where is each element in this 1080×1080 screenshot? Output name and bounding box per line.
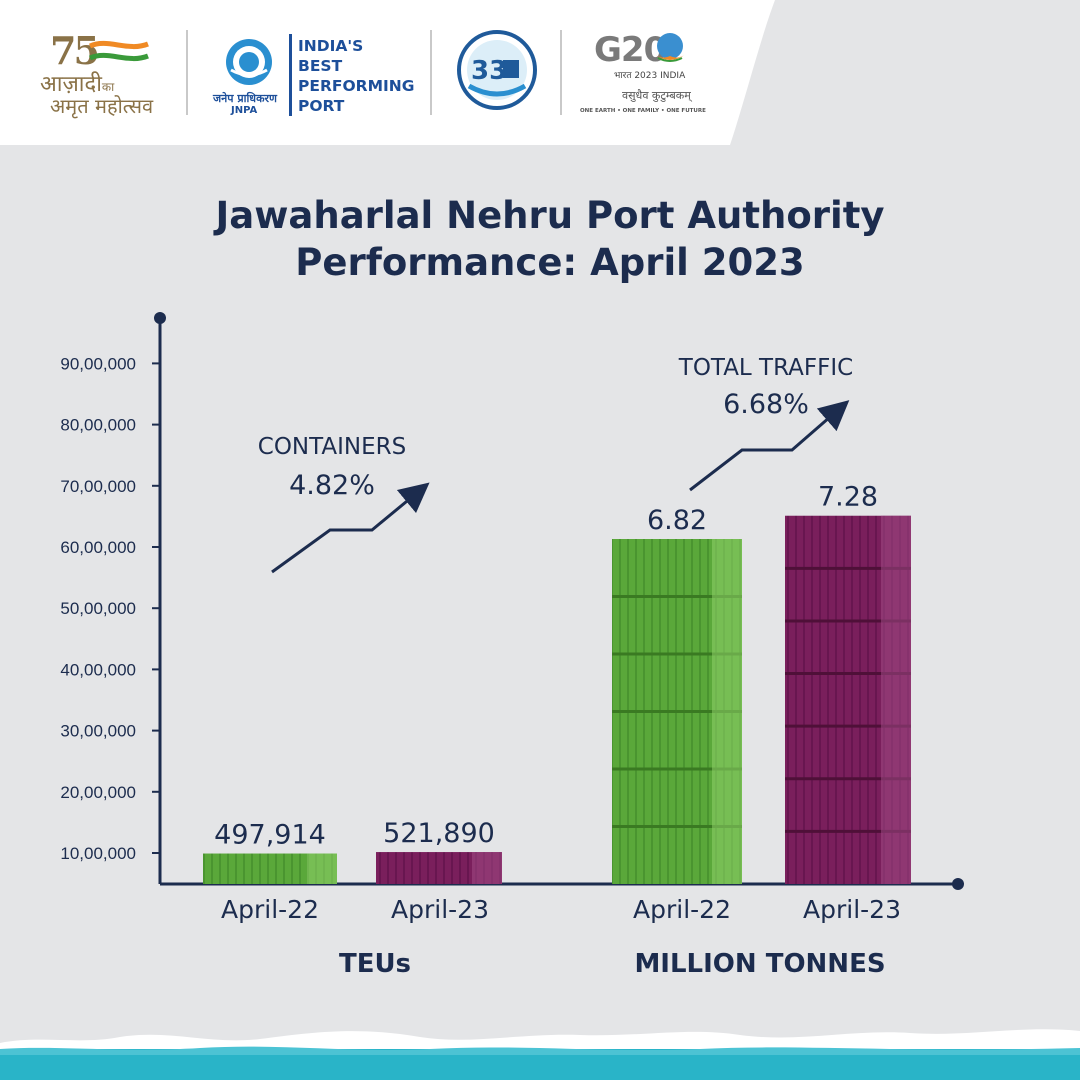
bar-april-23 <box>785 515 911 884</box>
jnpa-name-english: JNPA <box>231 105 258 116</box>
chart-bars <box>203 515 911 884</box>
title-line-1: Jawaharlal Nehru Port Authority <box>215 194 885 237</box>
container-door-section <box>472 852 502 884</box>
g20-sanskrit: वसुधैव कुटुम्बकम् <box>622 89 691 102</box>
y-tick-label: 10,00,000 <box>60 844 136 863</box>
tagline-line: BEST <box>298 57 343 75</box>
x-category-label: April-22 <box>633 895 731 924</box>
lotus-globe-icon <box>654 33 686 62</box>
g20-wordmark: G20 <box>594 30 667 70</box>
growth-percentage: 4.82% <box>289 470 375 501</box>
y-tick-label: 90,00,000 <box>60 354 136 373</box>
y-tick-label: 40,00,000 <box>60 660 136 679</box>
growth-arrow-icon <box>271 482 430 574</box>
g20-subtitle: भारत 2023 INDIA <box>614 71 686 81</box>
water-wave-decoration <box>0 1029 1080 1080</box>
container-door-section <box>712 539 742 884</box>
jnpa-name-hindi: जनेप प्राधिकरण <box>213 92 277 105</box>
y-tick-label: 70,00,000 <box>60 477 136 496</box>
page-title: Jawaharlal Nehru Port Authority Performa… <box>0 192 1080 286</box>
tagline-line: PORT <box>298 97 345 115</box>
jnpa-logo: जनेप प्राधिकरण JNPA <box>213 36 288 116</box>
title-line-2: Performance: April 2023 <box>295 241 805 284</box>
logo-divider <box>560 30 562 115</box>
growth-annotation-label: TOTAL TRAFFIC <box>678 355 853 381</box>
g20-tagline: ONE EARTH • ONE FAMILY • ONE FUTURE <box>580 108 706 114</box>
akam-number: 75 <box>50 28 100 73</box>
bar-value-label: 497,914 <box>214 820 326 851</box>
anniversary-number: 33 <box>471 56 508 86</box>
y-tick-label: 60,00,000 <box>60 538 136 557</box>
logo-divider <box>186 30 188 115</box>
anniversary-emblem-icon <box>457 30 537 110</box>
bar-april-22 <box>612 539 742 884</box>
y-tick-label: 20,00,000 <box>60 783 136 802</box>
tagline-line: PERFORMING <box>298 77 415 95</box>
header-background <box>0 0 775 145</box>
y-axis-ticks: 10,00,000 20,00,000 30,00,000 40,00,000 50,0… <box>60 354 160 863</box>
group-unit-label: TEUs <box>339 949 411 979</box>
chart-labels: 497,914 April-22 521,890 April-23 TEUs CONTAI… <box>214 355 901 979</box>
best-port-tagline: INDIA'S BEST PERFORMING PORT <box>298 36 414 116</box>
bar-value-label: 521,890 <box>383 818 495 849</box>
g20-logo: G20 भारत 2023 INDIA वसुधैव कुटुम्बकम् ON… <box>580 30 706 120</box>
growth-arrow-icon <box>689 400 850 492</box>
akam-line1: आज़ादी <box>40 72 102 97</box>
bar-april-23 <box>376 852 502 884</box>
y-tick-label: 80,00,000 <box>60 416 136 435</box>
akam-line2: अमृत महोत्सव <box>50 94 154 118</box>
growth-percentage: 6.68% <box>723 389 809 420</box>
bar-value-label: 6.82 <box>647 505 707 536</box>
jnpa-33-years-logo: 33 <box>455 22 540 117</box>
x-axis-end-dot <box>952 878 964 890</box>
group-unit-label: MILLION TONNES <box>634 949 885 979</box>
x-category-label: April-23 <box>803 895 901 924</box>
logo-divider <box>430 30 432 115</box>
header-logo-bar: 75 आज़ादीका अमृत महोत्सव जनेप प्राधिकरण … <box>0 0 1080 145</box>
y-axis-end-dot <box>154 312 166 324</box>
azadi-ka-amrit-mahotsav-logo: 75 आज़ादीका अमृत महोत्सव <box>40 28 170 118</box>
x-category-label: April-22 <box>221 895 319 924</box>
container-door-section <box>307 853 337 884</box>
bar-value-label: 7.28 <box>818 482 878 513</box>
akam-line1-small: का <box>101 80 115 94</box>
jnpa-emblem-icon <box>226 39 272 85</box>
growth-annotation-label: CONTAINERS <box>258 434 406 460</box>
container-door-section <box>881 515 911 884</box>
tricolor-flag-icon <box>88 40 149 62</box>
y-tick-label: 50,00,000 <box>60 599 136 618</box>
jnpa-divider-bar <box>289 34 292 116</box>
tagline-line: INDIA'S <box>298 37 364 55</box>
bar-april-22 <box>203 853 337 884</box>
y-tick-label: 30,00,000 <box>60 722 136 741</box>
x-category-label: April-23 <box>391 895 489 924</box>
